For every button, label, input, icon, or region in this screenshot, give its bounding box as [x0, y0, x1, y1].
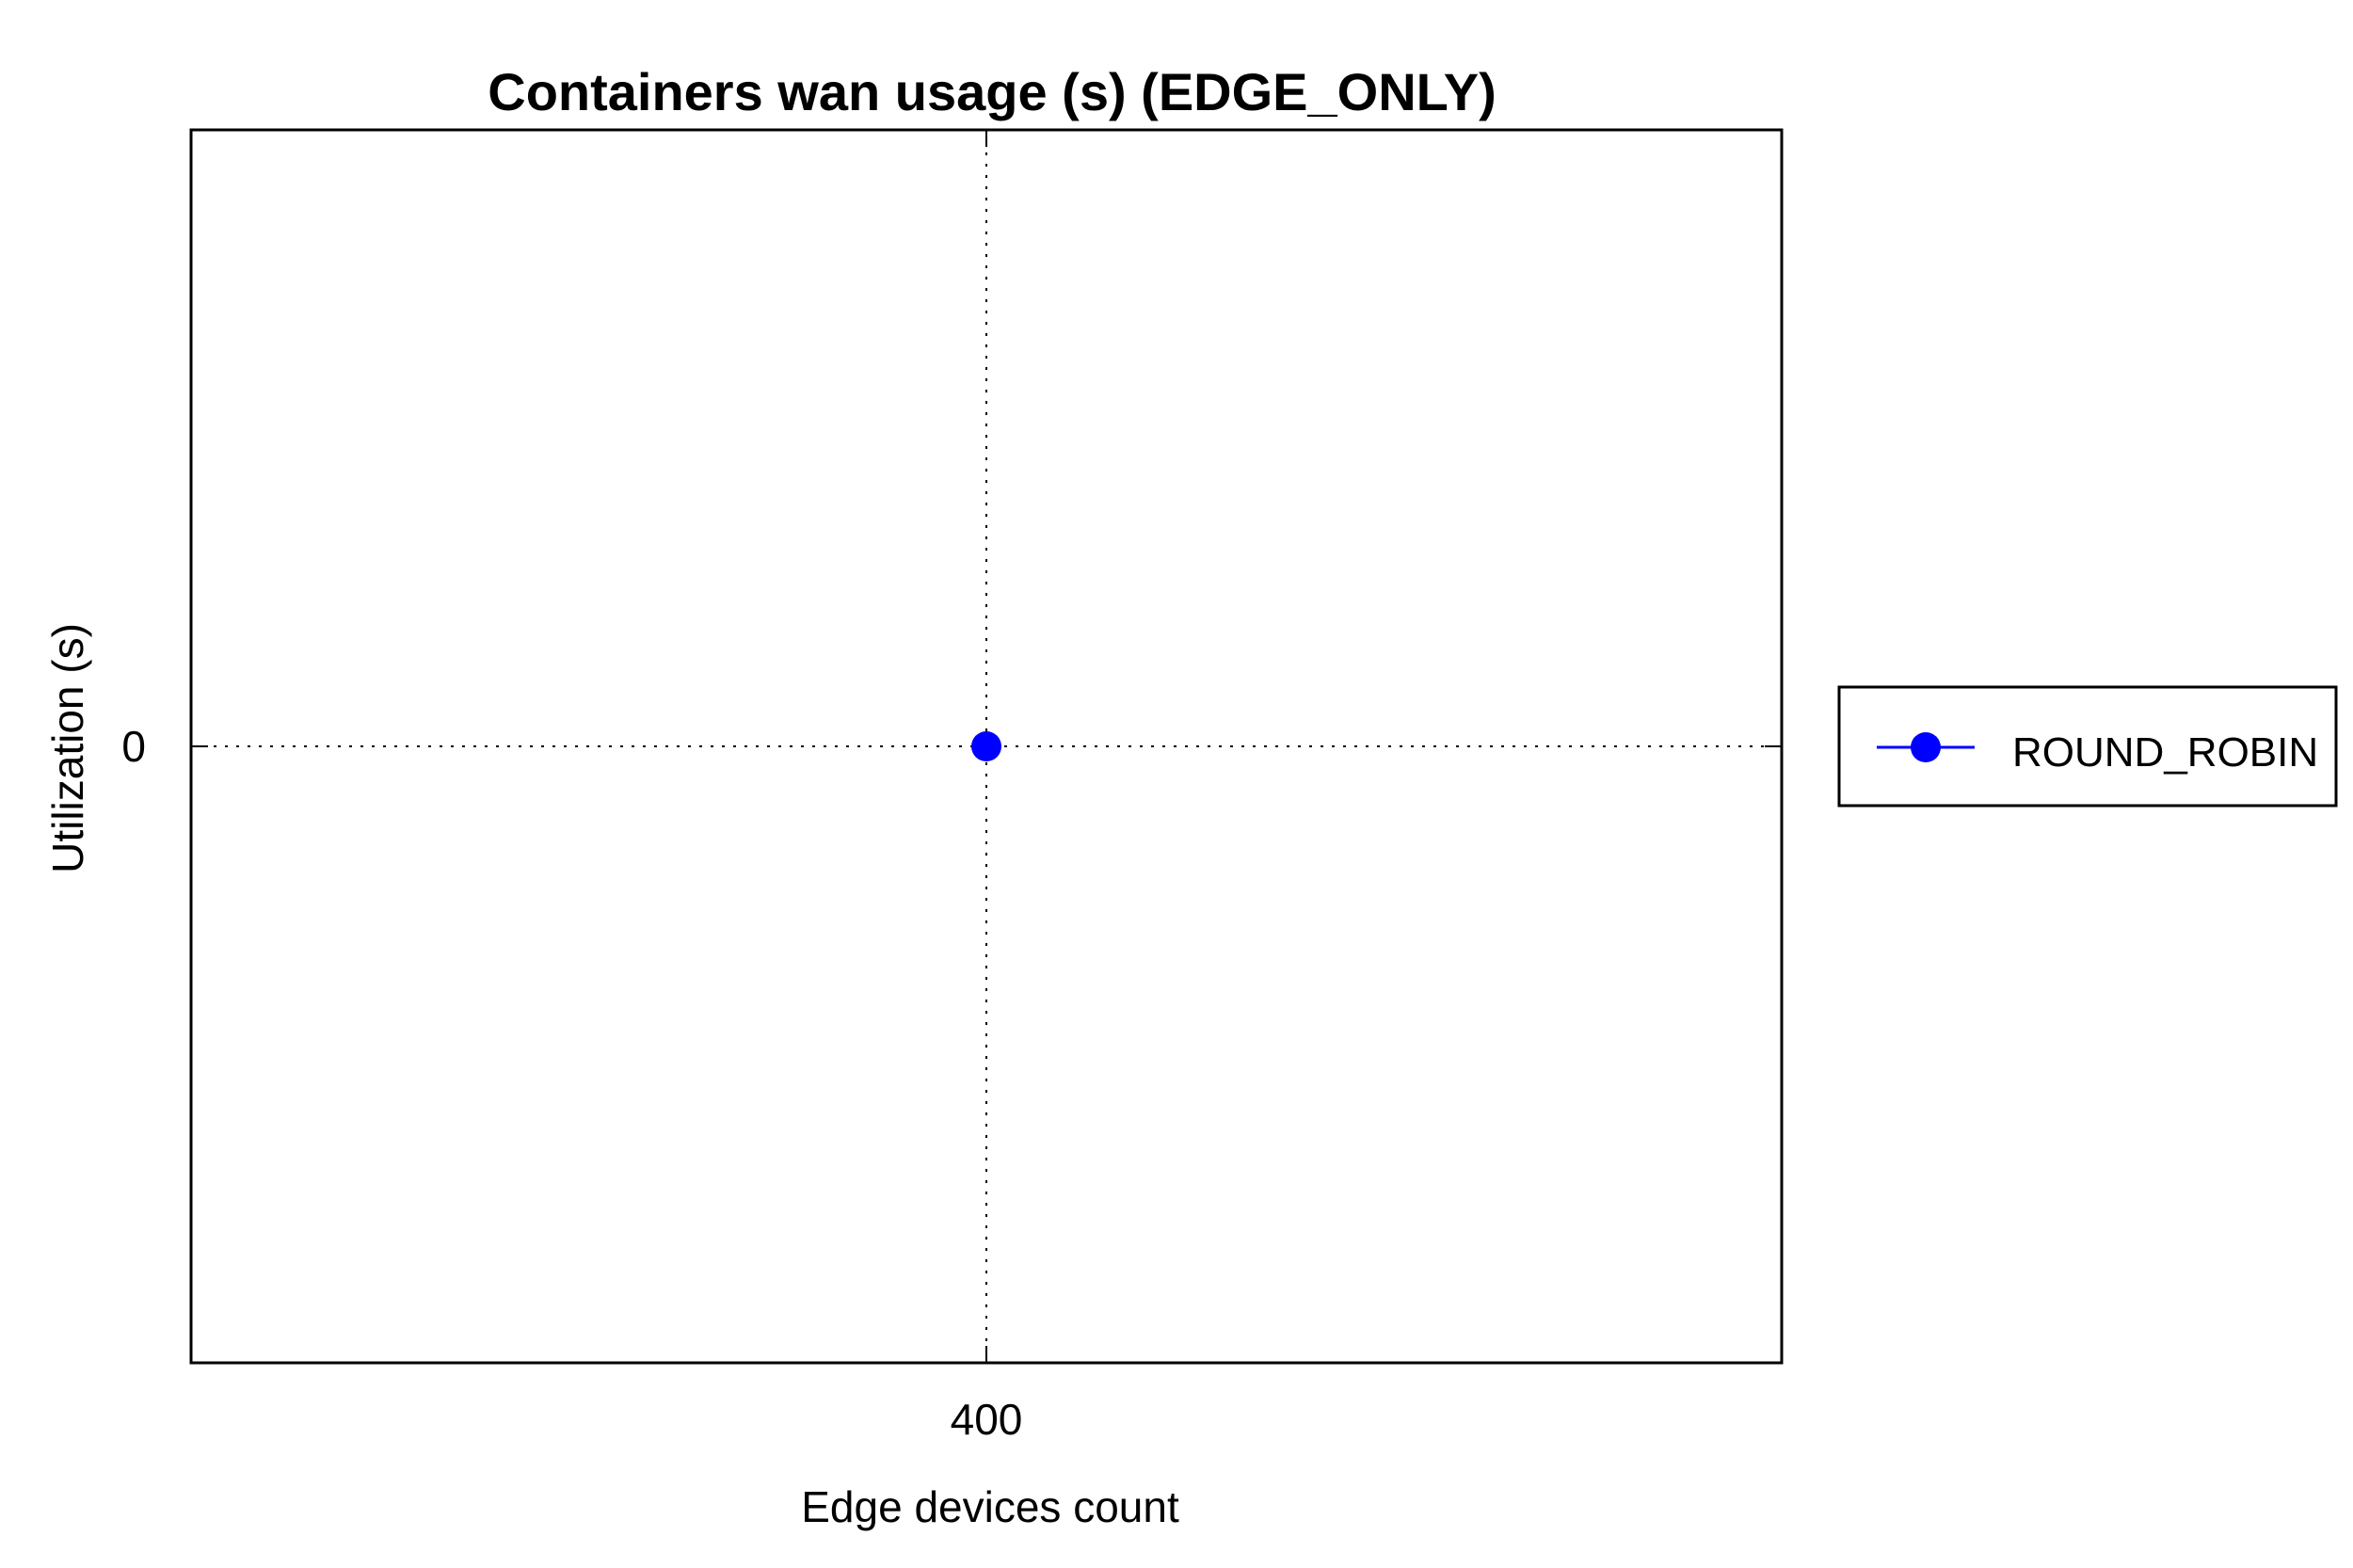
grid-lines	[191, 130, 1782, 1363]
y-axis-label: Utilization (s)	[43, 623, 92, 873]
legend-series-label: ROUND_ROBIN	[2012, 729, 2318, 776]
chart-title: Containers wan usage (s) (EDGE_ONLY)	[488, 62, 1497, 121]
y-tick-label: 0	[121, 722, 146, 771]
axis-ticks: 400 0	[121, 130, 1782, 1444]
data-point	[971, 731, 1001, 761]
x-axis-label: Edge devices count	[801, 1482, 1179, 1531]
legend-series-marker	[1911, 732, 1941, 762]
x-tick-label: 400	[951, 1395, 1023, 1444]
series-layer	[971, 731, 1001, 761]
legend: ROUND_ROBIN	[1837, 685, 2338, 808]
